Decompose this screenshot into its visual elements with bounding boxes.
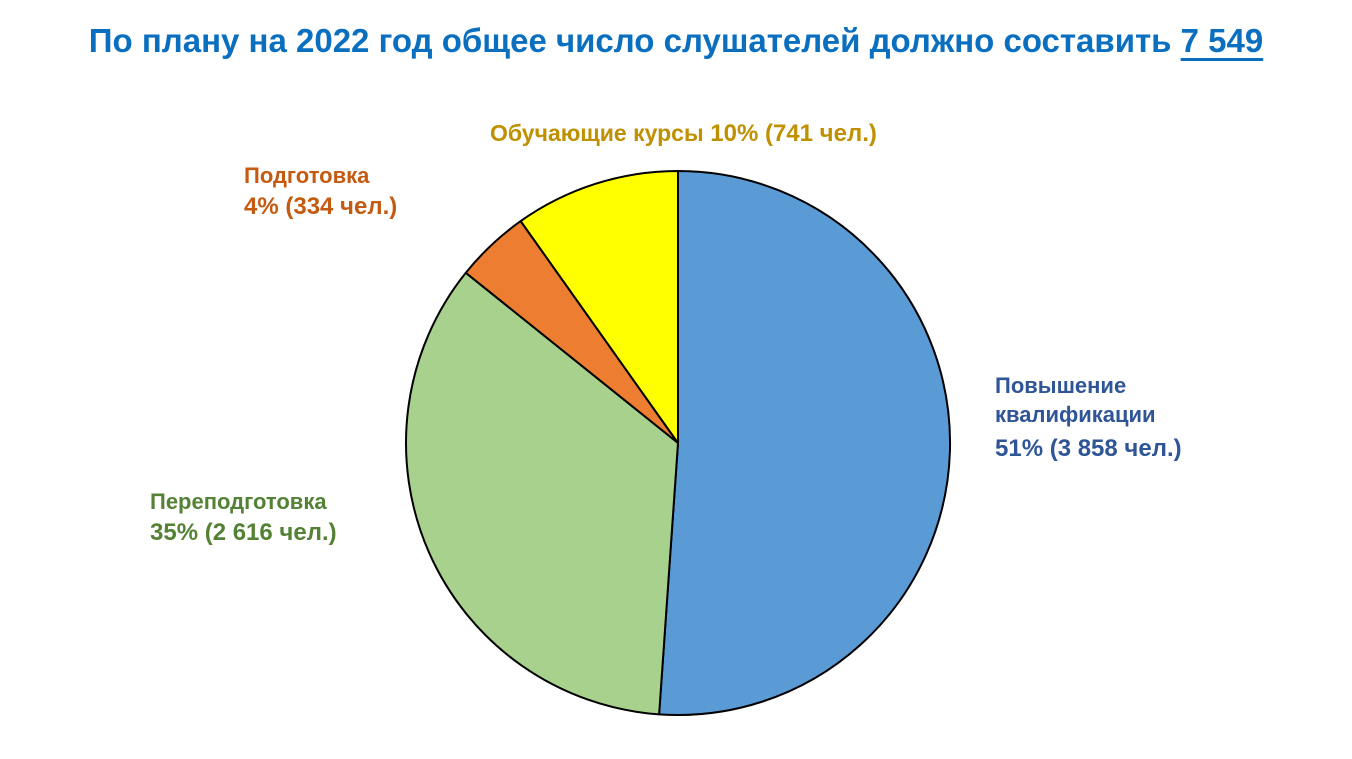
label-kursy-name: Обучающие курсы [490,120,704,146]
label-perepodgotovka-value: 35% (2 616 чел.) [150,518,337,546]
slice-perepodgotovka [405,271,679,716]
label-povyshenie-kvalifikatsii: Повышение квалификации 51% (3 858 чел.) [995,372,1182,464]
label-kursy-value: 10% (741 чел.) [710,120,877,147]
label-podgotovka: Подготовка 4% (334 чел.) [244,162,397,222]
chart-title-text: По плану на 2022 год общее число слушате… [88,22,1172,59]
label-perepodgotovka: Переподготовка 35% (2 616 чел.) [150,488,337,548]
pie-slices [405,170,952,716]
slice-povyshenie-kvalifikatsii [658,170,952,716]
label-povyshenie-name-line2: квалификации [995,401,1156,427]
slice-obuchayushchie-kursy [519,170,679,444]
label-obuchayushchie-kursy: Обучающие курсы 10% (741 чел.) [490,118,877,149]
label-povyshenie-value: 51% (3 858 чел.) [995,435,1182,463]
label-podgotovka-name: Подготовка [244,163,370,188]
label-perepodgotovka-name: Переподготовка [150,489,327,514]
label-podgotovka-value: 4% (334 чел.) [244,192,398,220]
label-povyshenie-name-line1: Повышение [995,373,1127,398]
chart-title-total: 7 549 [1180,22,1264,59]
chart-title: По плану на 2022 год общее число слушате… [0,22,1352,60]
